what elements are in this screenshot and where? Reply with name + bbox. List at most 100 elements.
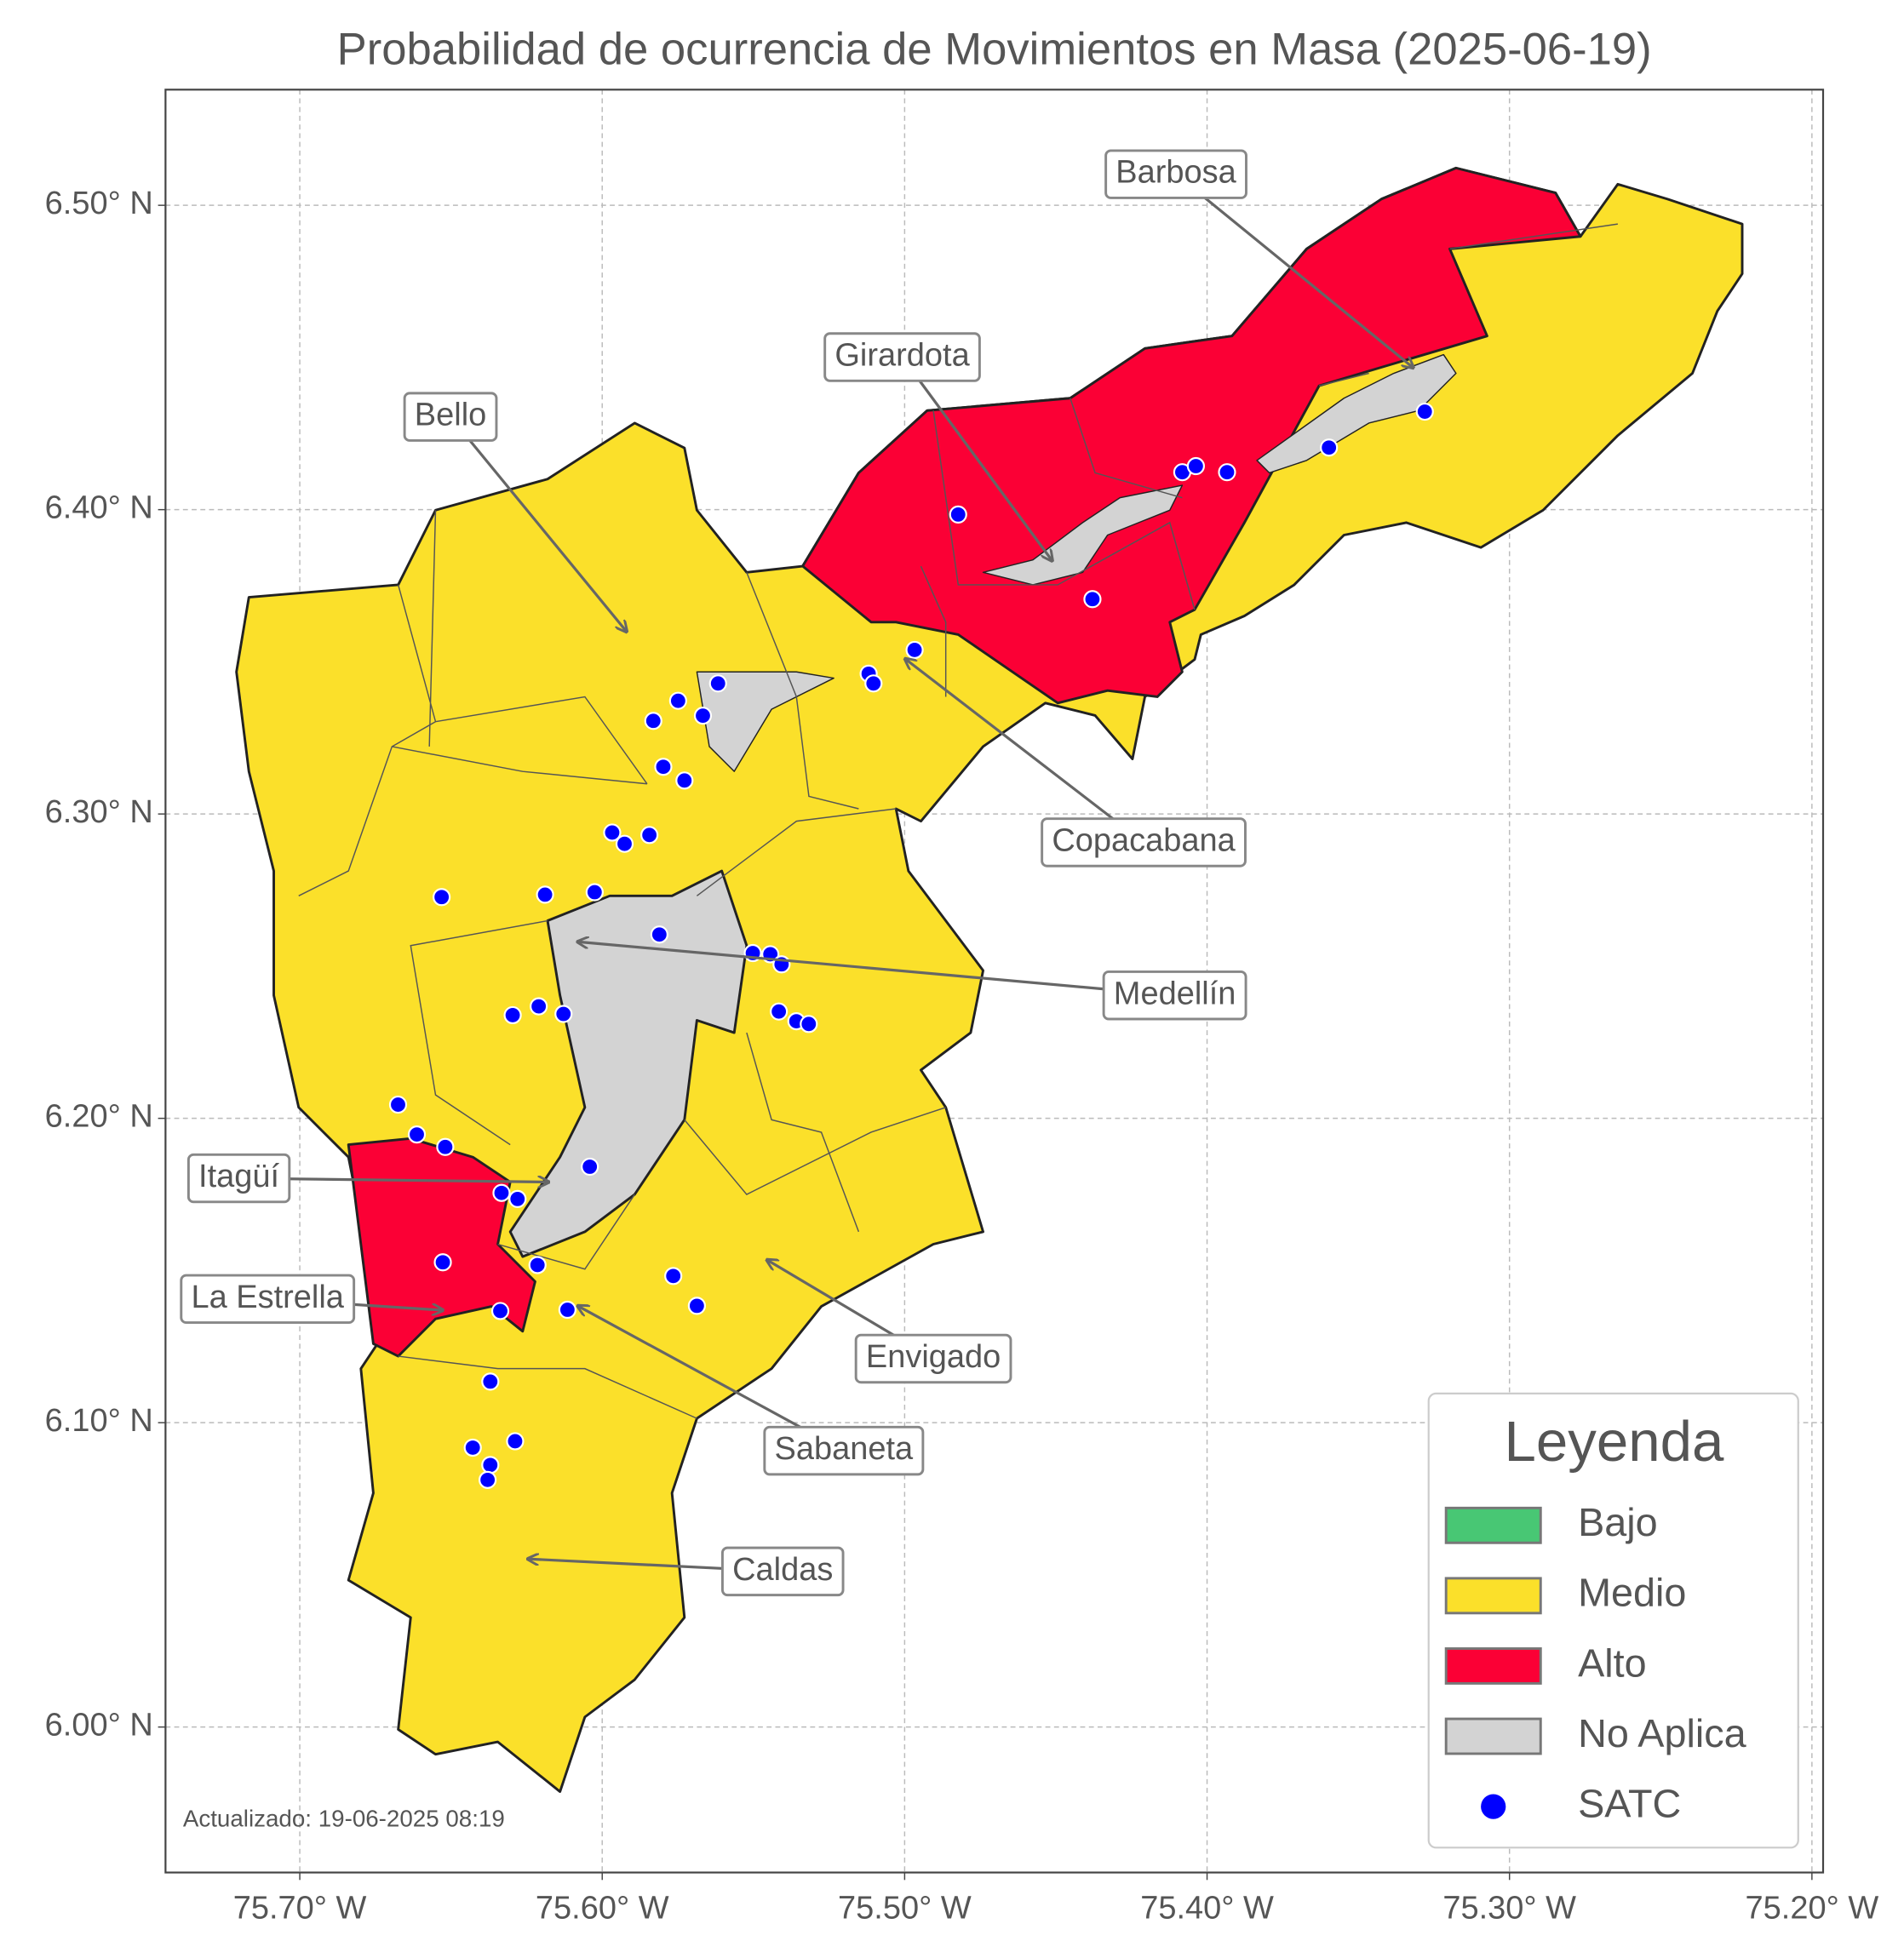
annotation-box xyxy=(823,332,981,382)
legend-marker xyxy=(1481,1794,1506,1819)
satc-point xyxy=(1186,456,1205,476)
satc-point xyxy=(481,1456,500,1474)
region-alto xyxy=(347,1137,536,1358)
satc-point xyxy=(388,1095,408,1114)
legend-swatch xyxy=(1444,1647,1542,1685)
satc-point xyxy=(675,771,694,790)
satc-point xyxy=(433,1253,452,1272)
satc-point xyxy=(800,1015,818,1033)
y-tick-label: 6.10° N xyxy=(45,1403,153,1439)
annotation-arrow xyxy=(906,660,1145,844)
annotation-arrow xyxy=(901,356,1052,560)
satc-point xyxy=(503,1005,522,1025)
satc-point xyxy=(530,997,548,1016)
legend-swatch xyxy=(1444,1577,1542,1615)
legend-swatch xyxy=(1444,1717,1542,1755)
satc-point xyxy=(770,1002,789,1021)
satc-point xyxy=(463,1438,482,1457)
annotation-label: Bello xyxy=(415,398,486,433)
annotation-label: Barbosa xyxy=(1115,155,1236,191)
y-tick-label: 6.00° N xyxy=(45,1708,153,1743)
annotation-label: Medellín xyxy=(1114,976,1236,1011)
annotation-label: Sabaneta xyxy=(775,1431,915,1467)
satc-point xyxy=(581,1157,599,1177)
y-tick-label: 6.40° N xyxy=(45,490,153,526)
satc-point xyxy=(864,674,883,693)
satc-point xyxy=(654,758,673,776)
annotation-box xyxy=(180,1274,356,1325)
annotation-box xyxy=(1104,149,1247,199)
satc-point xyxy=(407,1125,427,1144)
satc-point xyxy=(506,1432,525,1451)
x-tick-label: 75.50° W xyxy=(838,1890,972,1926)
footnote: Actualizado: 19-06-2025 08:19 xyxy=(183,1805,505,1831)
satc-point xyxy=(479,1470,497,1489)
annotation-box xyxy=(1102,970,1247,1021)
x-tick-label: 75.20° W xyxy=(1746,1890,1879,1926)
region-no-aplica xyxy=(1256,353,1457,474)
satc-point xyxy=(481,1372,500,1391)
satc-point xyxy=(433,888,451,907)
legend-label: Alto xyxy=(1578,1640,1647,1685)
map-title: Probabilidad de ocurrencia de Movimiento… xyxy=(337,24,1652,74)
satc-point xyxy=(1083,590,1102,609)
y-tick-label: 6.20° N xyxy=(45,1099,153,1135)
legend-label: Medio xyxy=(1578,1571,1686,1615)
x-tick-label: 75.60° W xyxy=(536,1890,669,1926)
satc-point xyxy=(640,826,659,845)
region-no-aplica xyxy=(982,484,1184,586)
annotation-arrow xyxy=(579,942,1175,997)
satc-point xyxy=(687,1297,706,1315)
legend-label: No Aplica xyxy=(1578,1711,1746,1755)
annotation-label: Girardota xyxy=(834,338,970,374)
region-no-aplica xyxy=(508,869,748,1258)
x-tick-label: 75.70° W xyxy=(233,1890,367,1926)
satc-point xyxy=(554,1005,573,1023)
region-no-aplica xyxy=(696,671,834,772)
satc-point xyxy=(508,1189,527,1208)
x-tick-label: 75.30° W xyxy=(1442,1890,1576,1926)
y-tick-label: 6.30° N xyxy=(45,794,153,830)
annotation-box xyxy=(720,1546,845,1597)
satc-point xyxy=(603,823,622,842)
annotation-label: Copacabana xyxy=(1052,823,1236,859)
annotation-box xyxy=(403,392,498,442)
satc-point xyxy=(615,834,634,853)
satc-point xyxy=(905,640,924,660)
satc-point xyxy=(650,925,668,944)
annotation-arrow xyxy=(449,415,626,631)
regions xyxy=(235,166,1744,1794)
legend-label: Bajo xyxy=(1578,1500,1658,1544)
satc-point xyxy=(585,883,604,902)
satc-point xyxy=(536,885,554,904)
annotation-box xyxy=(763,1425,925,1476)
annotation-label: La Estrella xyxy=(191,1280,344,1315)
satc-point xyxy=(708,674,727,693)
satc-point xyxy=(1218,463,1236,482)
x-tick-label: 75.40° W xyxy=(1140,1890,1274,1926)
boundaries xyxy=(298,223,1618,1419)
satc-point xyxy=(693,707,713,725)
satc-point xyxy=(644,712,662,730)
annotation-box xyxy=(1041,817,1247,867)
annotation-label: Envigado xyxy=(866,1339,1001,1375)
annotation-label: Caldas xyxy=(732,1552,833,1588)
legend-title: Leyenda xyxy=(1505,1410,1725,1474)
annotation-box xyxy=(854,1333,1012,1384)
annotation-arrow xyxy=(1175,173,1413,368)
annotation-label: Itagüí xyxy=(198,1159,279,1194)
legend-label: SATC xyxy=(1578,1781,1681,1825)
satc-point xyxy=(490,1302,510,1320)
satc-point xyxy=(558,1300,576,1320)
plot-frame xyxy=(164,89,1825,1874)
satc-point xyxy=(668,691,687,710)
y-tick-label: 6.50° N xyxy=(45,186,153,221)
satc-point xyxy=(664,1267,683,1285)
satc-point xyxy=(949,505,967,524)
satc-point xyxy=(1415,402,1434,421)
annotation-box xyxy=(186,1153,291,1204)
legend-swatch xyxy=(1444,1506,1542,1544)
satc-point xyxy=(1320,438,1339,457)
satc-point xyxy=(436,1137,455,1156)
satc-point xyxy=(492,1183,511,1202)
